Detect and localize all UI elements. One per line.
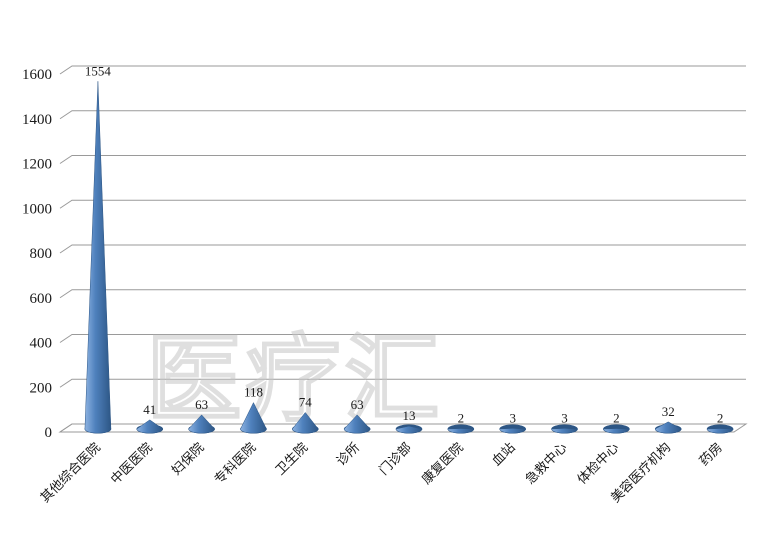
cone-body (654, 421, 682, 434)
value-label: 32 (662, 404, 675, 419)
value-label: 2 (717, 411, 724, 426)
cone-body (188, 414, 215, 434)
value-label: 2 (458, 411, 465, 426)
value-label: 3 (509, 410, 516, 425)
value-label: 3 (561, 410, 568, 425)
category-label: 康复医院 (419, 440, 466, 487)
gridline (59, 110, 746, 120)
cone-series-item: 2 药房 (696, 411, 734, 469)
y-axis-tick-label: 1600 (22, 67, 52, 83)
cone-body (551, 428, 578, 434)
category-label: 诊所 (333, 440, 362, 469)
gridline (59, 155, 746, 164)
value-label: 118 (244, 385, 263, 400)
value-label: 1554 (85, 63, 112, 78)
gridline (59, 244, 746, 254)
cone-body (603, 428, 630, 434)
cone-series-item: 3 急救中心 (522, 410, 578, 487)
y-axis-tick-label: 0 (45, 425, 53, 441)
cone-body (136, 419, 164, 434)
cone-body (395, 425, 423, 434)
value-label: 63 (351, 397, 364, 412)
cone-series-item: 3 血站 (489, 410, 526, 469)
cone-body (499, 428, 526, 434)
gridline (59, 378, 746, 388)
y-axis-tick-label: 1200 (22, 157, 52, 173)
y-axis-tick-label: 1000 (22, 201, 52, 217)
cone-series-item: 41 中医医院 (108, 402, 164, 487)
watermark-text: 医疗汇 (146, 327, 443, 433)
cone-body (84, 81, 112, 434)
category-label: 血站 (489, 440, 518, 469)
category-label: 妇保院 (169, 440, 207, 478)
y-axis-tick-label: 1400 (22, 112, 52, 128)
category-label: 其他综合医院 (37, 440, 103, 506)
category-label: 中医医院 (108, 440, 155, 487)
cone-series-item: 2 体检中心 (574, 411, 630, 487)
gridline (59, 199, 746, 209)
y-axis-tick-label: 800 (30, 246, 53, 262)
category-label: 药房 (696, 440, 725, 469)
category-label: 专科医院 (211, 440, 258, 487)
cone-body (292, 412, 319, 434)
category-label: 门诊部 (376, 440, 414, 478)
cone-body (240, 402, 267, 434)
cone-body (706, 428, 734, 434)
cone-body (447, 428, 475, 434)
value-label: 63 (195, 397, 208, 412)
gridline (59, 65, 746, 75)
value-label: 41 (143, 402, 156, 417)
gridline (59, 423, 746, 433)
gridline (59, 289, 746, 299)
category-label: 体检中心 (574, 440, 621, 487)
category-label: 急救中心 (522, 440, 569, 487)
y-axis-tick-label: 400 (30, 336, 53, 352)
gridline (59, 334, 746, 343)
value-label: 2 (613, 411, 620, 426)
y-axis-tick-label: 200 (30, 380, 53, 396)
value-label: 74 (299, 394, 313, 409)
category-label: 卫生院 (272, 440, 310, 478)
y-axis-tick-label: 600 (30, 291, 53, 307)
cone-body (343, 414, 371, 434)
value-label: 13 (403, 408, 416, 423)
